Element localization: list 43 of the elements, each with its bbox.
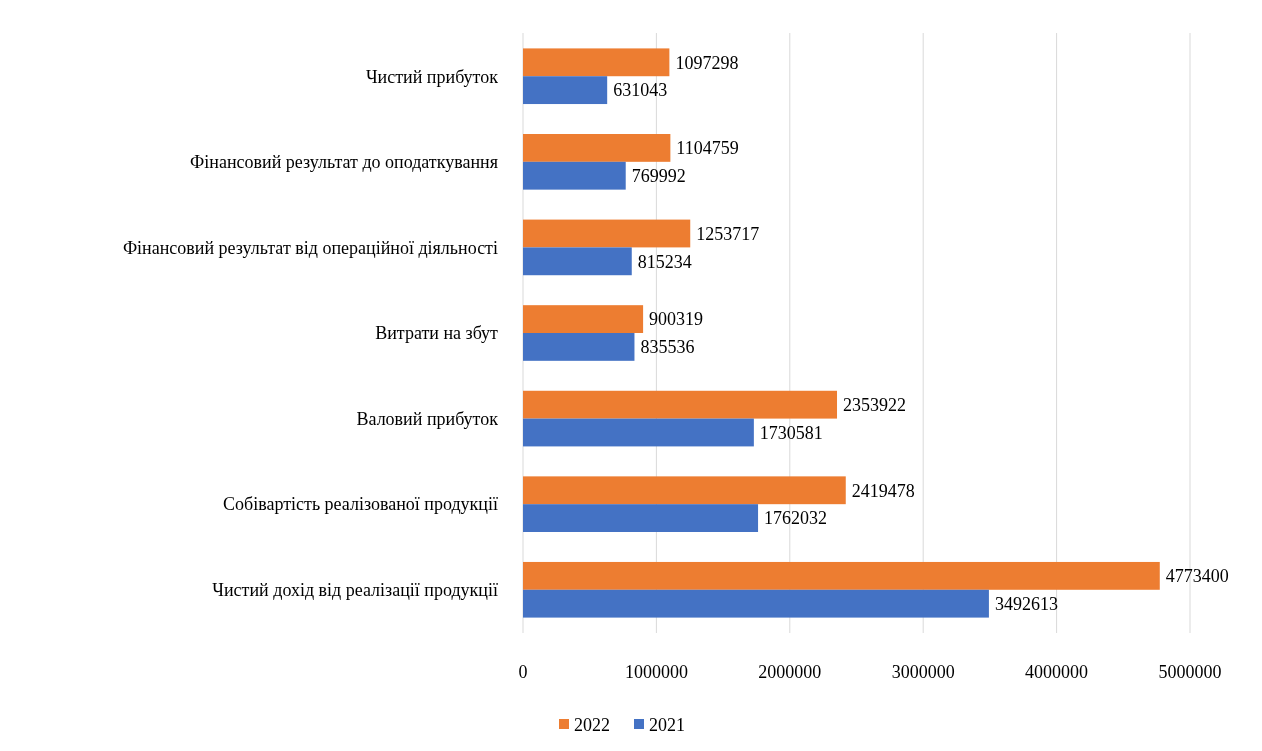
bar	[523, 561, 1160, 590]
bar	[523, 333, 635, 361]
data-label: 835536	[640, 337, 695, 358]
x-tick-label: 0	[518, 662, 528, 682]
data-label: 2353922	[843, 394, 907, 415]
legend-label: 2022	[574, 715, 610, 736]
y-tick-label: Фінансовий результат до оподаткування	[190, 152, 498, 173]
y-tick-label: Витрати на збут	[375, 323, 499, 344]
data-label: 900319	[649, 309, 704, 330]
bar	[523, 390, 838, 419]
x-tick-label: 2000000	[758, 662, 822, 682]
data-label: 1097298	[675, 52, 739, 73]
legend-label: 2021	[649, 715, 685, 736]
y-tick-label: Чистий дохід від реалізації продукції	[212, 580, 498, 601]
x-tick-label: 1000000	[624, 662, 688, 682]
bar	[523, 161, 626, 190]
y-tick-label: Собівартість реалізованої продукції	[223, 494, 498, 515]
data-label: 1730581	[759, 422, 823, 443]
data-label: 3492613	[994, 593, 1058, 614]
data-label: 1104759	[676, 138, 739, 159]
data-label: 631043	[613, 80, 668, 101]
data-label: 769992	[631, 166, 686, 187]
bar	[523, 504, 759, 532]
data-label: 4773400	[1165, 566, 1229, 587]
bar	[523, 589, 989, 618]
bar	[523, 48, 670, 77]
bar	[523, 476, 846, 505]
bar	[523, 219, 691, 248]
bar	[523, 418, 754, 447]
data-label: 2419478	[851, 480, 915, 501]
y-tick-label: Фінансовий результат від операційної діяльності	[122, 237, 498, 258]
data-label: 1253717	[696, 223, 760, 244]
bar	[523, 247, 632, 276]
y-tick-label: Валовий прибуток	[356, 408, 499, 429]
bar	[523, 76, 608, 105]
x-tick-label: 4000000	[1025, 662, 1089, 682]
data-label: 1762032	[764, 508, 828, 529]
x-tick-label: 5000000	[1158, 662, 1222, 682]
bar	[523, 134, 671, 162]
bar	[523, 305, 644, 333]
x-tick-label: 3000000	[891, 662, 955, 682]
y-tick-label: Чистий прибуток	[365, 66, 499, 87]
data-label: 815234	[637, 251, 692, 272]
